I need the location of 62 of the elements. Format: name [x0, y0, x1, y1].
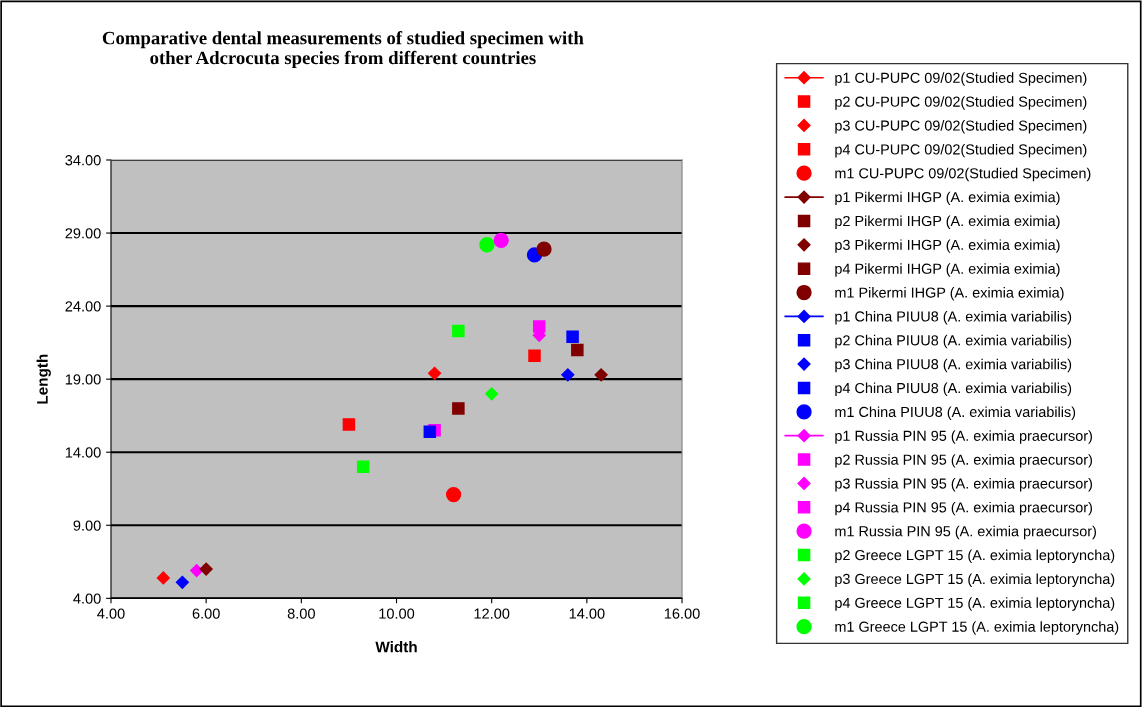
x-tick-label: 8.00 — [287, 608, 315, 619]
y-tick-label: 4.00 — [73, 593, 101, 604]
legend-label: p1 China PIUU8 (A. eximia variabilis) — [835, 310, 1072, 325]
x-tick-label: 16.00 — [664, 608, 700, 619]
legend-label: m1 China PIUU8 (A. eximia variabilis) — [835, 406, 1076, 420]
point — [452, 324, 465, 338]
y-tick-label: 19.00 — [65, 374, 101, 385]
legend-label: p2 Greece LGPT 15 (A. eximia leptoryncha) — [835, 549, 1115, 564]
point — [175, 575, 189, 589]
legend-label: p4 CU-PUPC 09/02(Studied Specimen) — [835, 143, 1087, 158]
point — [485, 387, 499, 401]
x-axis-title: Width — [375, 641, 417, 653]
point — [536, 241, 552, 257]
point — [356, 460, 370, 474]
legend-label: p2 Pikermi IHGP (A. eximia eximia) — [835, 215, 1060, 229]
y-tick-label: 34.00 — [65, 155, 101, 166]
legend-label: m1 Pikermi IHGP (A. eximia eximia) — [835, 287, 1064, 301]
legend-label: p2 CU-PUPC 09/02(Studied Specimen) — [835, 96, 1087, 110]
chart-title: Comparative dental measurements of studied specimen with other Adcrocuta species from different countries — [102, 30, 584, 68]
legend-label: p4 Pikermi IHGP (A. eximia eximia) — [835, 263, 1060, 277]
legend-label: p2 China PIUU8 (A. eximia variabilis) — [835, 334, 1072, 349]
legend-label: m1 CU-PUPC 09/02(Studied Specimen) — [835, 167, 1091, 182]
legend-label: p4 China PIUU8 (A. eximia variabilis) — [835, 382, 1072, 397]
point — [566, 330, 579, 344]
y-tick-label: 24.00 — [65, 301, 101, 312]
legend-label: p1 Russia PIN 95 (A. eximia praecursor) — [835, 430, 1092, 444]
legend-label: p1 CU-PUPC 09/02(Studied Specimen) — [835, 72, 1087, 86]
legend-label: p3 Greece LGPT 15 (A. eximia leptoryncha) — [835, 573, 1115, 587]
point — [156, 571, 170, 585]
legend-label: p4 Russia PIN 95 (A. eximia praecursor) — [835, 501, 1092, 516]
legend-label: m1 Russia PIN 95 (A. eximia praecursor) — [835, 525, 1096, 540]
legend-label: p4 Greece LGPT 15 (A. eximia leptoryncha) — [835, 597, 1115, 611]
point — [528, 349, 541, 363]
x-tick-label: 12.00 — [474, 608, 510, 619]
point — [479, 237, 495, 253]
x-tick-label: 14.00 — [569, 608, 605, 619]
legend-label: p3 China PIUU8 (A. eximia variabilis) — [835, 358, 1072, 373]
y-tick-label: 9.00 — [73, 520, 101, 531]
point — [561, 368, 575, 382]
point — [594, 368, 608, 382]
point — [427, 366, 442, 380]
point — [199, 562, 213, 576]
point — [423, 425, 437, 439]
x-tick-label: 4.00 — [97, 608, 125, 619]
x-tick-label: 10.00 — [379, 608, 415, 619]
legend-label: p1 Pikermi IHGP (A. eximia eximia) — [835, 191, 1060, 206]
legend-label: p2 Russia PIN 95 (A. eximia praecursor) — [835, 454, 1092, 468]
y-tick-label: 29.00 — [65, 228, 101, 239]
x-tick-label: 6.00 — [192, 608, 220, 619]
point — [190, 563, 204, 578]
legend-label: m1 Greece LGPT 15 (A. eximia leptoryncha) — [835, 621, 1119, 635]
point — [342, 418, 356, 431]
y-tick-label: 14.00 — [65, 447, 101, 458]
legend-label: p3 CU-PUPC 09/02(Studied Specimen) — [835, 120, 1087, 134]
y-axis-title: Length — [36, 354, 51, 404]
legend-label: p3 Pikermi IHGP (A. eximia eximia) — [835, 239, 1060, 253]
legend-label: p3 Russia PIN 95 (A. eximia praecursor) — [835, 478, 1092, 492]
point — [533, 320, 546, 333]
point — [452, 402, 465, 415]
point — [445, 486, 462, 503]
point — [571, 343, 584, 357]
point — [493, 232, 509, 248]
